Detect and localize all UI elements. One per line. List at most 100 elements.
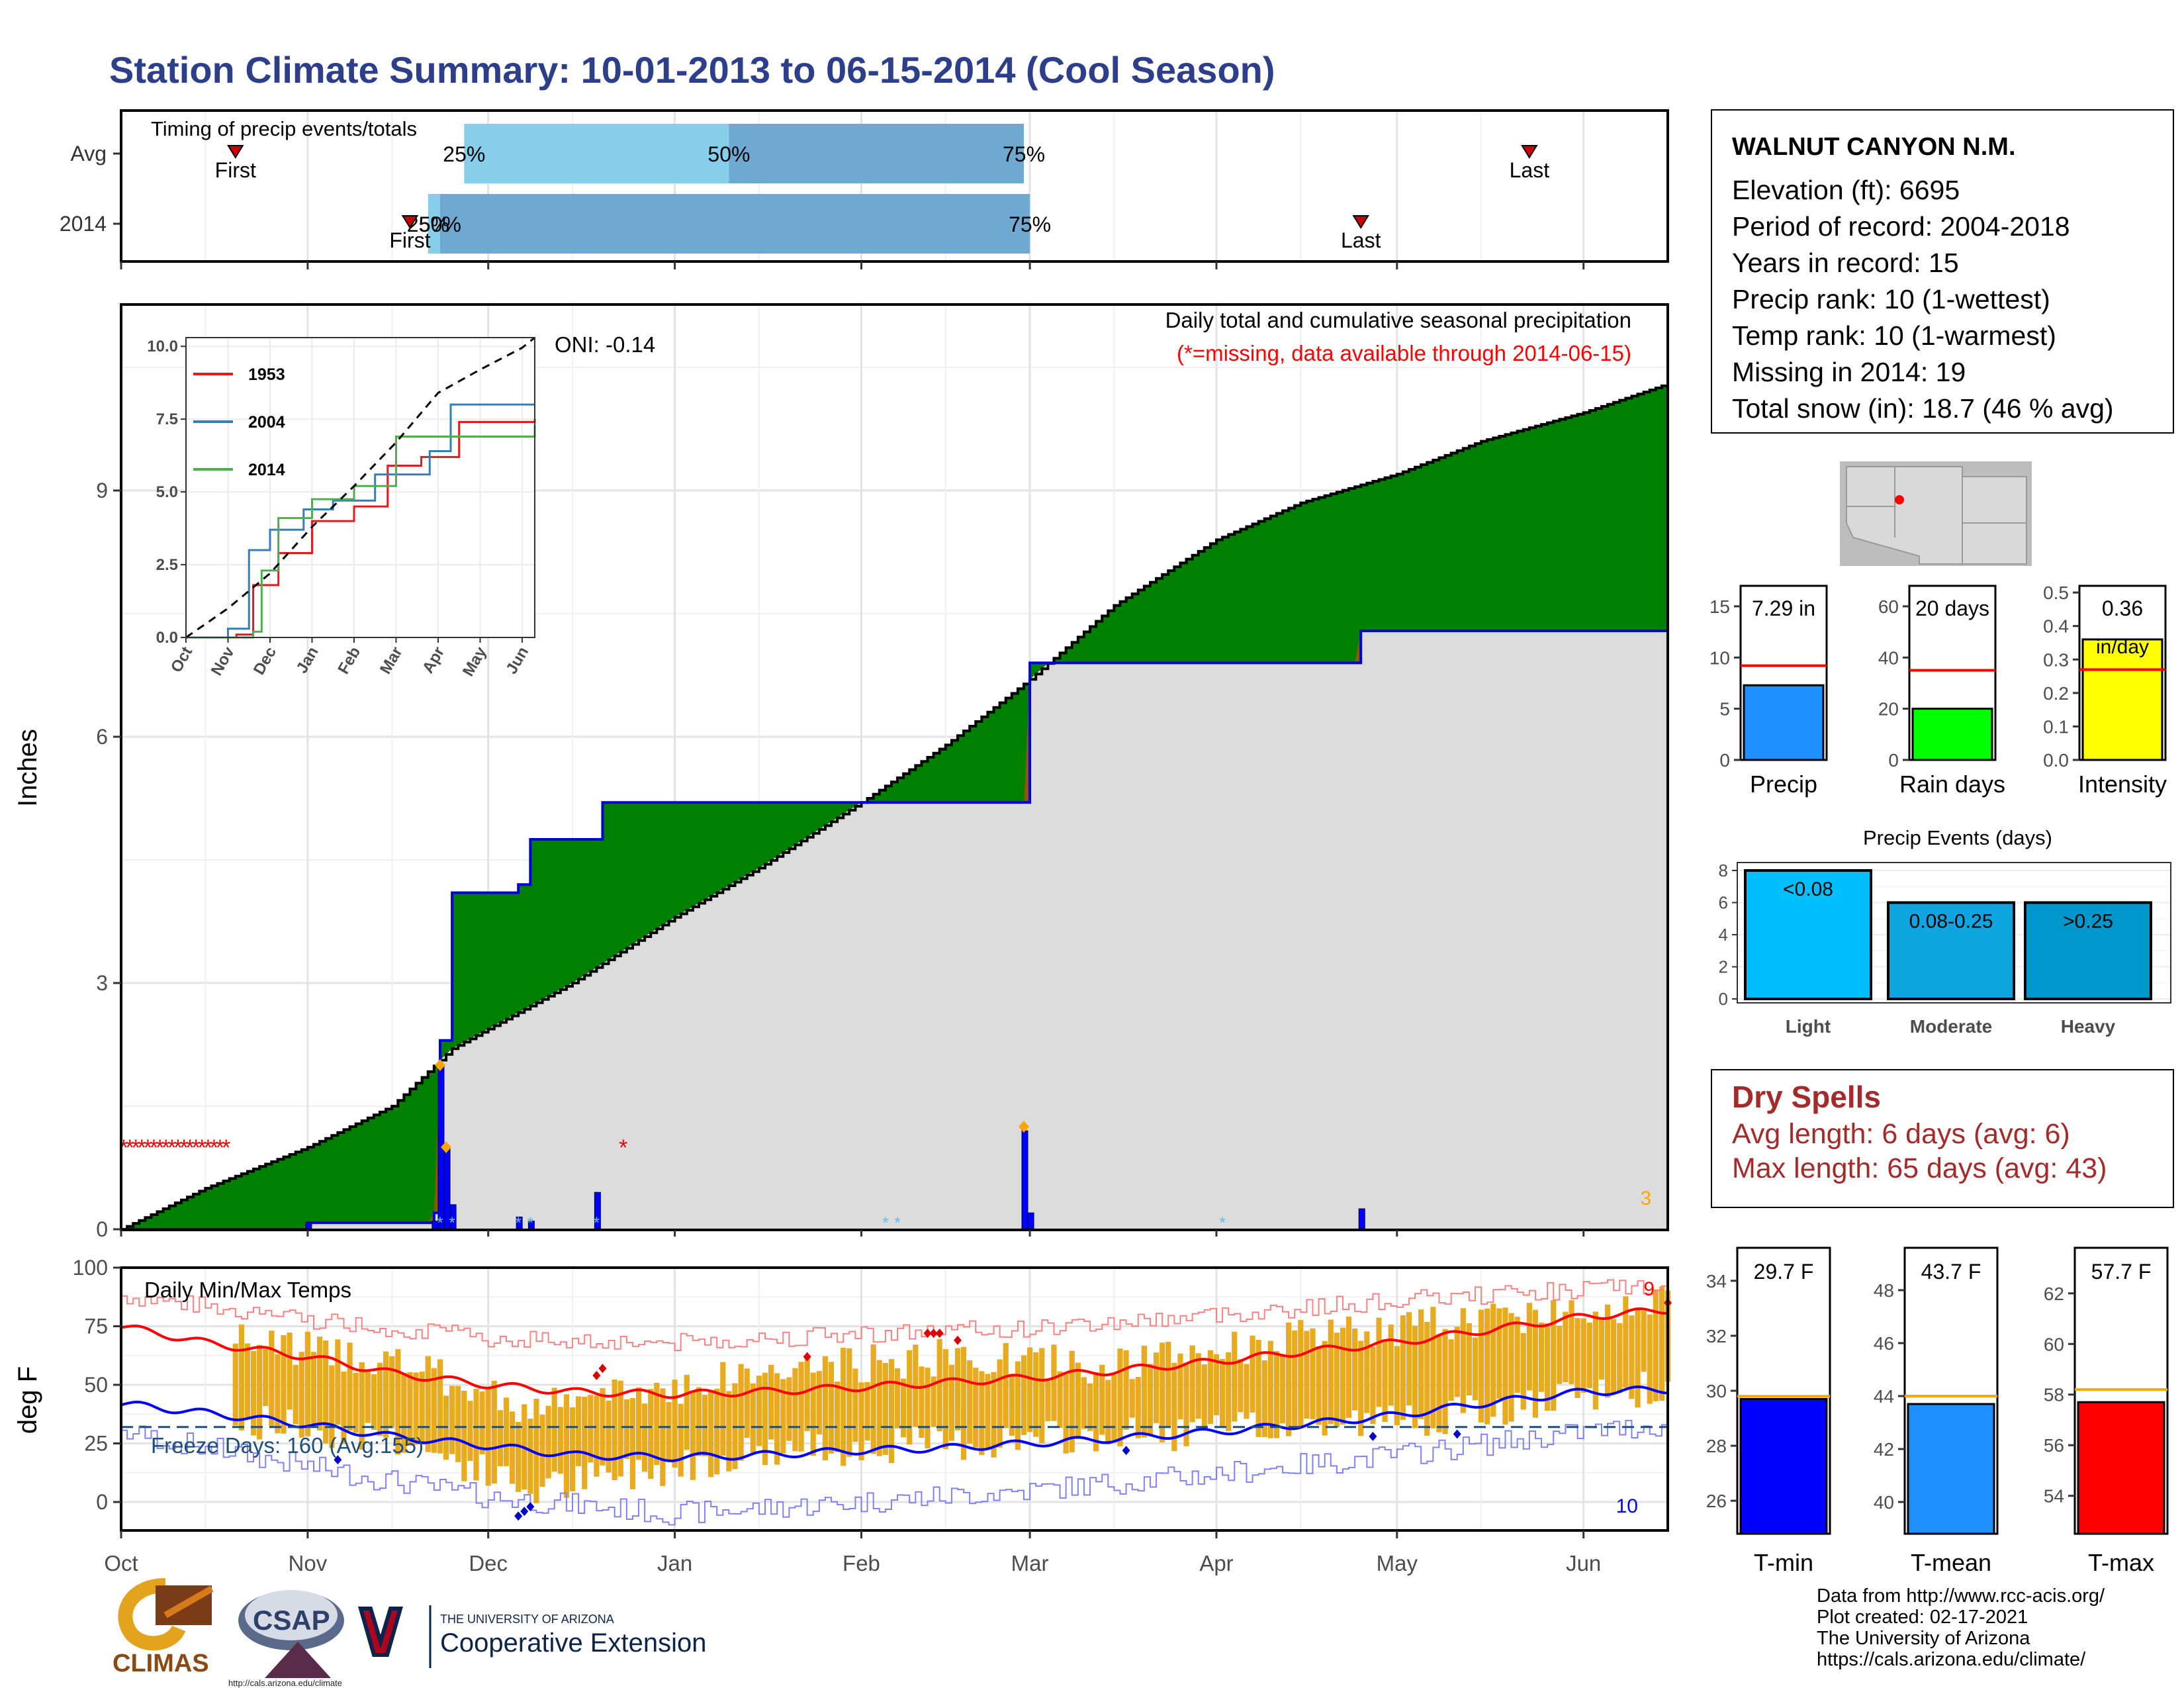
daily-temp-range-bar	[786, 1377, 792, 1441]
temp-summary-y-tick-label: 42	[1874, 1439, 1894, 1460]
record-low-marker	[520, 1507, 529, 1517]
record-low-marker	[1369, 1431, 1377, 1441]
daily-temp-range-bar	[936, 1338, 942, 1432]
trace-marker: *	[1219, 1214, 1225, 1232]
daily-temp-range-bar	[1460, 1308, 1466, 1413]
climas-logo-text: CLIMAS	[113, 1650, 209, 1677]
station-missing: Missing in 2014: 19	[1732, 357, 1966, 387]
daily-temp-range-bar	[1520, 1333, 1526, 1410]
trace-marker: *	[437, 1214, 443, 1232]
record-high-marker	[929, 1329, 938, 1338]
x-axis-month-label: Oct	[104, 1551, 138, 1575]
daily-temp-range-bar	[901, 1378, 907, 1438]
daily-temp-range-bar	[714, 1388, 720, 1475]
daily-temp-range-bar	[991, 1372, 997, 1458]
daily-temp-range-bar	[1160, 1342, 1165, 1442]
daily-temp-range-bar	[1279, 1354, 1286, 1424]
credit-line: https://cals.arizona.edu/climate/	[1817, 1649, 2086, 1670]
inset-y-tick-label: 10.0	[147, 338, 178, 355]
daily-temp-range-bar	[1267, 1340, 1273, 1438]
temp-y-tick-label: 75	[84, 1315, 108, 1338]
trace-marker: *	[882, 1214, 888, 1232]
page-title: Station Climate Summary: 10-01-2013 to 0…	[109, 49, 1275, 91]
event-bar-label: >0.25	[2063, 911, 2113, 933]
daily-temp-range-bar	[864, 1382, 870, 1441]
first-event-marker	[226, 145, 244, 159]
daily-temp-range-bar	[654, 1382, 660, 1466]
record-high-marker	[953, 1335, 962, 1345]
daily-temp-range-bar	[479, 1391, 485, 1454]
summary-y-tick-label: 0.4	[2043, 616, 2069, 637]
daily-temp-range-bar	[1557, 1325, 1563, 1384]
daily-temp-range-bar	[623, 1399, 629, 1459]
daily-temp-range-bar	[232, 1343, 238, 1426]
daily-temp-range-bar	[281, 1335, 287, 1434]
daily-temp-range-bar	[1033, 1352, 1039, 1437]
daily-temp-range-bar	[948, 1364, 954, 1441]
daily-temp-range-bar	[1153, 1352, 1160, 1423]
daily-temp-range-bar	[1598, 1317, 1605, 1380]
daily-temp-range-bar	[516, 1422, 522, 1492]
summary-y-tick-label: 0.3	[2043, 649, 2069, 670]
last-event-label: Last	[1341, 228, 1381, 252]
daily-temp-range-bar	[1273, 1351, 1280, 1438]
summary-y-tick-label: 0	[1888, 750, 1899, 771]
x-axis-month-label: Jan	[657, 1551, 692, 1575]
summary-y-tick-label: 0.5	[2043, 583, 2069, 603]
events-y-tick-label: 6	[1719, 893, 1728, 913]
daily-temp-range-bar	[1479, 1309, 1484, 1423]
daily-temp-range-bar	[942, 1348, 948, 1450]
daily-temp-range-bar	[1147, 1364, 1154, 1434]
daily-temp-range-bar	[1009, 1374, 1015, 1436]
missing-day-marker: *	[204, 1135, 212, 1160]
daily-temp-range-bar	[275, 1354, 281, 1434]
daily-temp-range-bar	[804, 1357, 810, 1431]
record-high-count: 9	[1643, 1278, 1655, 1300]
daily-temp-range-bar	[1123, 1350, 1129, 1430]
daily-temp-range-bar	[762, 1372, 768, 1466]
daily-temp-range-bar	[1376, 1317, 1382, 1407]
temperature-summary-bars: 29.7 F 26 28 30 32 34 T-min 43.7 F 40 42 44 46 48 T-m…	[1706, 1246, 2169, 1576]
daily-temp-range-bar	[979, 1371, 985, 1456]
daily-temp-range-bar	[1406, 1312, 1412, 1406]
event-category-label: Moderate	[1910, 1016, 1992, 1037]
snow-marker	[1019, 1121, 1030, 1133]
record-low-marker	[514, 1511, 523, 1521]
daily-temp-range-bar	[582, 1396, 588, 1489]
daily-temp-range-bar	[678, 1403, 684, 1477]
events-y-tick-label: 0	[1719, 989, 1728, 1009]
daily-temp-range-bar	[907, 1350, 913, 1445]
temp-summary-bar	[1739, 1397, 1828, 1535]
timing-p25-label: 25%	[443, 142, 485, 166]
daily-temp-range-bar	[257, 1344, 263, 1440]
daily-temp-range-bar	[1045, 1381, 1051, 1421]
daily-temp-range-bar	[1141, 1346, 1147, 1438]
temp-y-tick-label: 25	[84, 1432, 108, 1456]
temp-panel-title: Daily Min/Max Temps	[144, 1278, 351, 1302]
daily-temp-range-bar	[1051, 1344, 1057, 1421]
first-event-label: First	[215, 158, 256, 182]
daily-temp-range-bar	[600, 1387, 606, 1466]
daily-temp-range-bar	[1255, 1340, 1261, 1437]
daily-temp-range-bar	[798, 1362, 804, 1452]
daily-temp-range-bar	[1195, 1353, 1201, 1419]
daily-temp-range-bar	[1545, 1323, 1551, 1411]
daily-temp-range-bar	[792, 1368, 798, 1452]
temp-y-tick-label: 0	[96, 1490, 108, 1514]
daily-temp-range-bar	[913, 1344, 919, 1427]
credit-line: Data from http://www.rcc-acis.org/	[1817, 1585, 2105, 1607]
daily-temp-range-bar	[1250, 1335, 1255, 1413]
daily-temp-range-bar	[1069, 1350, 1075, 1453]
missing-day-marker: *	[138, 1135, 146, 1160]
daily-temp-range-bar	[1135, 1377, 1141, 1438]
dry-spells-max: Max length: 65 days (avg: 43)	[1732, 1152, 2107, 1184]
event-bar	[1744, 869, 1872, 1000]
record-low-marker	[1122, 1446, 1130, 1456]
daily-temp-range-bar	[455, 1385, 461, 1462]
record-high-marker	[923, 1329, 932, 1338]
daily-temp-range-bar	[1117, 1348, 1123, 1446]
daily-temp-range-bar	[425, 1356, 431, 1452]
daily-temp-range-bar	[1496, 1308, 1502, 1399]
temp-summary-y-tick-label: 58	[2044, 1385, 2064, 1405]
ua-line2: Cooperative Extension	[440, 1628, 706, 1658]
